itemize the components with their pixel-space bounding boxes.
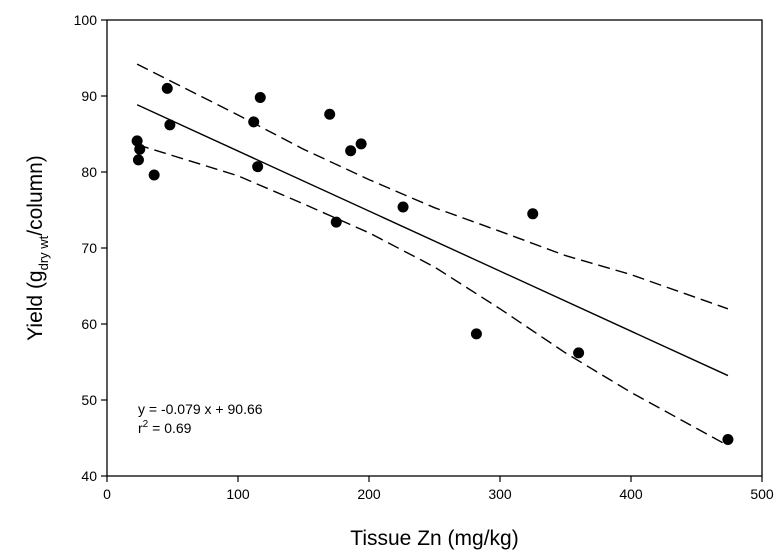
x-tick-label: 100 [226, 486, 250, 502]
lower-confidence-band [136, 143, 729, 447]
x-tick-label: 300 [488, 486, 512, 502]
data-point [330, 216, 342, 228]
r-squared-annotation: r2 = 0.69 [138, 419, 192, 436]
data-point [148, 169, 160, 181]
data-point [132, 154, 144, 166]
r-squared-value: = 0.69 [148, 420, 191, 436]
y-tick-label: 60 [81, 316, 97, 332]
data-point [248, 116, 260, 128]
data-points [131, 82, 734, 446]
data-point [324, 108, 336, 120]
data-point [164, 119, 176, 131]
y-tick-label: 40 [81, 468, 97, 484]
upper-confidence-band [136, 63, 729, 310]
axis-ticks: 0 100 200 300 400 500 40 50 60 70 80 90 100 [74, 12, 774, 502]
data-point [355, 138, 367, 150]
x-tick-label: 500 [750, 486, 774, 502]
data-point [161, 82, 173, 94]
regression-line [136, 104, 729, 377]
data-point [397, 201, 409, 213]
x-axis-label: Tissue Zn (mg/kg) [350, 527, 518, 550]
regression-equation: y = -0.079 x + 90.66 [138, 401, 263, 417]
data-point [131, 135, 143, 147]
fit-lines [136, 63, 729, 447]
x-tick-label: 400 [619, 486, 643, 502]
r-squared-prefix: r [138, 420, 143, 436]
y-axis-label-tail: /column) [24, 155, 47, 236]
y-tick-label: 50 [81, 392, 97, 408]
y-axis-label: Yield (gdry wt/column) [24, 155, 51, 341]
y-axis-label-subscript: dry wt [36, 235, 51, 270]
r-squared-superscript: 2 [143, 419, 149, 430]
x-tick-label: 0 [103, 486, 111, 502]
y-axis-label-main: Yield (g [24, 270, 47, 340]
y-tick-label: 90 [81, 88, 97, 104]
data-point [527, 208, 539, 220]
y-tick-label: 80 [81, 164, 97, 180]
data-point [252, 161, 264, 173]
data-point [470, 328, 482, 340]
y-tick-label: 100 [74, 12, 98, 28]
data-point [254, 92, 266, 104]
x-tick-label: 200 [357, 486, 381, 502]
data-point [573, 347, 585, 359]
data-point [722, 434, 734, 446]
data-point [134, 143, 146, 155]
y-tick-label: 70 [81, 240, 97, 256]
data-point [345, 145, 357, 157]
